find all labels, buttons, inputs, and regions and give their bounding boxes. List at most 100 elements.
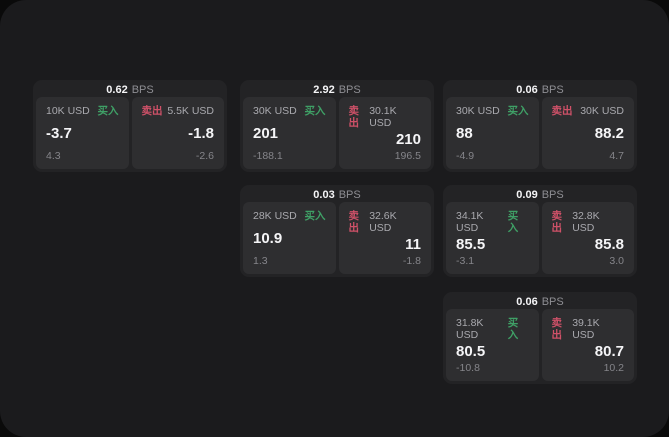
buy-delta: 1.3: [253, 255, 268, 267]
sell-price: -1.8: [188, 124, 214, 142]
buy-amount: 30K USD: [456, 105, 500, 117]
buy-amount: 10K USD: [46, 105, 90, 117]
buy-panel[interactable]: 28K USD 买入 10.9 1.3: [243, 202, 336, 274]
buy-price: 85.5: [456, 235, 486, 253]
quote-body: 34.1K USD 买入 85.5 -3.1 卖出 32.8K USD 85.8…: [446, 202, 634, 274]
sell-top-row: 卖出 39.1K USD: [552, 317, 625, 341]
buy-delta: -188.1: [253, 150, 283, 162]
sell-amount: 30K USD: [580, 105, 624, 117]
bps-value: 0.09: [516, 189, 538, 201]
buy-panel[interactable]: 34.1K USD 买入 85.5 -3.1: [446, 202, 539, 274]
buy-panel[interactable]: 10K USD 买入 -3.7 4.3: [36, 97, 129, 169]
bps-value: 0.06: [516, 296, 538, 308]
buy-top-row: 30K USD 买入: [253, 105, 326, 117]
buy-label: 买入: [304, 210, 326, 222]
bps-unit-label: BPS: [338, 189, 361, 201]
sell-top-row: 卖出 30.1K USD: [349, 105, 422, 129]
quote-body: 30K USD 买入 88 -4.9 卖出 30K USD 88.2 4.7: [446, 97, 634, 169]
sell-label: 卖出: [141, 105, 163, 117]
buy-top-row: 28K USD 买入: [253, 210, 326, 222]
buy-panel[interactable]: 31.8K USD 买入 80.5 -10.8: [446, 309, 539, 381]
sell-panel[interactable]: 卖出 32.6K USD 11 -1.8: [338, 202, 431, 274]
buy-panel[interactable]: 30K USD 买入 201 -188.1: [243, 97, 336, 169]
quote-card: 2.92 BPS 30K USD 买入 201 -188.1 卖出 30.1K …: [240, 80, 434, 172]
buy-price: 10.9: [253, 229, 283, 247]
sell-delta: -2.6: [195, 150, 214, 162]
bps-unit-label: BPS: [338, 84, 361, 96]
quote-body: 30K USD 买入 201 -188.1 卖出 30.1K USD 210 1…: [243, 97, 431, 169]
sell-price: 80.7: [594, 342, 624, 360]
buy-price: 201: [253, 124, 279, 142]
sell-top-row: 卖出 30K USD: [552, 105, 625, 117]
bps-header: 0.62 BPS: [36, 83, 224, 97]
buy-label: 买入: [507, 105, 529, 117]
bps-header: 2.92 BPS: [243, 83, 431, 97]
sell-price: 88.2: [594, 124, 624, 142]
quote-card: 0.06 BPS 30K USD 买入 88 -4.9 卖出 30K USD 8…: [443, 80, 637, 172]
quote-body: 31.8K USD 买入 80.5 -10.8 卖出 39.1K USD 80.…: [446, 309, 634, 381]
bps-unit-label: BPS: [131, 84, 154, 96]
sell-delta: -1.8: [402, 255, 421, 267]
sell-top-row: 卖出 32.8K USD: [552, 210, 625, 234]
buy-price: -3.7: [46, 124, 72, 142]
buy-delta: -4.9: [456, 150, 475, 162]
buy-delta: 4.3: [46, 150, 61, 162]
sell-panel[interactable]: 卖出 5.5K USD -1.8 -2.6: [131, 97, 224, 169]
sell-delta: 3.0: [609, 255, 624, 267]
buy-delta: -10.8: [456, 362, 480, 374]
buy-amount: 28K USD: [253, 210, 297, 222]
bps-value: 0.03: [313, 189, 335, 201]
sell-label: 卖出: [348, 210, 360, 234]
buy-label: 买入: [97, 105, 119, 117]
sell-amount: 5.5K USD: [167, 105, 214, 117]
buy-label: 买入: [304, 105, 326, 117]
sell-price: 210: [395, 130, 421, 148]
sell-delta: 4.7: [609, 150, 624, 162]
bps-header: 0.06 BPS: [446, 83, 634, 97]
bps-value: 2.92: [313, 84, 335, 96]
quote-body: 10K USD 买入 -3.7 4.3 卖出 5.5K USD -1.8 -2.…: [36, 97, 224, 169]
sell-top-row: 卖出 5.5K USD: [142, 105, 215, 117]
buy-top-row: 10K USD 买入: [46, 105, 119, 117]
buy-price: 80.5: [456, 342, 486, 360]
bps-header: 0.03 BPS: [243, 188, 431, 202]
quote-card: 0.09 BPS 34.1K USD 买入 85.5 -3.1 卖出 32.8K…: [443, 185, 637, 277]
quote-card: 0.06 BPS 31.8K USD 买入 80.5 -10.8 卖出 39.1…: [443, 292, 637, 384]
sell-panel[interactable]: 卖出 32.8K USD 85.8 3.0: [541, 202, 634, 274]
buy-amount: 30K USD: [253, 105, 297, 117]
buy-price: 88: [456, 124, 473, 142]
sell-label: 卖出: [551, 317, 563, 341]
quote-card: 0.62 BPS 10K USD 买入 -3.7 4.3 卖出 5.5K USD…: [33, 80, 227, 172]
bps-unit-label: BPS: [541, 296, 564, 308]
bps-header: 0.09 BPS: [446, 188, 634, 202]
buy-amount: 34.1K USD: [456, 210, 484, 234]
sell-delta: 196.5: [394, 150, 421, 162]
sell-amount: 30.1K USD: [369, 105, 397, 129]
sell-delta: 10.2: [603, 362, 624, 374]
sell-amount: 32.8K USD: [572, 210, 600, 234]
buy-top-row: 30K USD 买入: [456, 105, 529, 117]
sell-panel[interactable]: 卖出 39.1K USD 80.7 10.2: [541, 309, 634, 381]
sell-panel[interactable]: 卖出 30K USD 88.2 4.7: [541, 97, 634, 169]
sell-panel[interactable]: 卖出 30.1K USD 210 196.5: [338, 97, 431, 169]
sell-top-row: 卖出 32.6K USD: [349, 210, 422, 234]
quote-card: 0.03 BPS 28K USD 买入 10.9 1.3 卖出 32.6K US…: [240, 185, 434, 277]
bps-unit-label: BPS: [541, 84, 564, 96]
bps-header: 0.06 BPS: [446, 295, 634, 309]
quote-body: 28K USD 买入 10.9 1.3 卖出 32.6K USD 11 -1.8: [243, 202, 431, 274]
bps-value: 0.06: [516, 84, 538, 96]
bps-value: 0.62: [106, 84, 128, 96]
buy-top-row: 34.1K USD 买入: [456, 210, 529, 234]
bps-unit-label: BPS: [541, 189, 564, 201]
buy-amount: 31.8K USD: [456, 317, 484, 341]
buy-label: 买入: [507, 210, 519, 234]
buy-panel[interactable]: 30K USD 买入 88 -4.9: [446, 97, 539, 169]
sell-amount: 32.6K USD: [369, 210, 397, 234]
sell-label: 卖出: [551, 210, 563, 234]
sell-price: 85.8: [594, 235, 624, 253]
buy-top-row: 31.8K USD 买入: [456, 317, 529, 341]
sell-label: 卖出: [551, 105, 573, 117]
sell-amount: 39.1K USD: [572, 317, 600, 341]
buy-delta: -3.1: [456, 255, 475, 267]
buy-label: 买入: [507, 317, 519, 341]
